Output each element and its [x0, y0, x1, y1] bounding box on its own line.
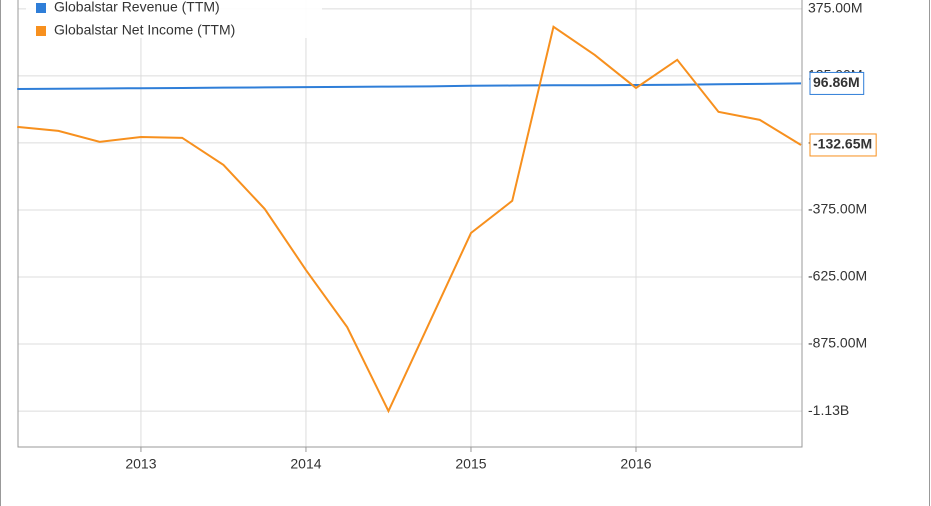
legend-swatch — [36, 3, 46, 13]
end-label-box — [809, 71, 865, 95]
x-tick-label: 2016 — [620, 456, 651, 472]
y-tick-label: -375.00M — [808, 201, 867, 217]
legend-label: Globalstar Revenue (TTM) — [54, 0, 220, 15]
y-tick-label: 375.00M — [808, 0, 862, 16]
series-line — [17, 25, 802, 414]
y-tick-label: -1.13B — [808, 402, 849, 418]
legend-box — [26, 0, 322, 38]
y-tick-label: -875.00M — [808, 335, 867, 351]
legend-swatch — [36, 26, 46, 36]
x-tick-label: 2013 — [125, 456, 156, 472]
end-label: -132.65M — [813, 136, 872, 152]
end-label-box — [809, 133, 877, 157]
legend-label: Globalstar Net Income (TTM) — [54, 22, 235, 38]
y-tick-label: -625.00M — [808, 268, 867, 284]
series-line — [17, 82, 802, 91]
x-tick-label: 2015 — [455, 456, 486, 472]
end-label: 96.86M — [813, 74, 860, 90]
plot-border — [17, 0, 803, 448]
x-tick-label: 2014 — [290, 456, 321, 472]
